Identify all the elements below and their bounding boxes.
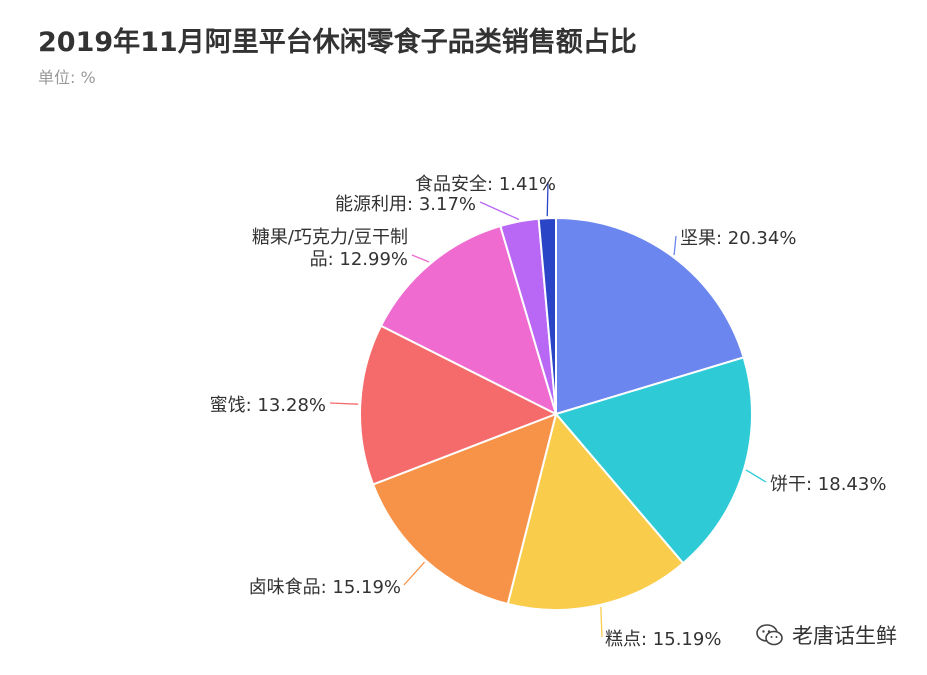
pie-leader-lines [329, 181, 767, 638]
pie-slice-preserved-fruit [359, 324, 559, 486]
pie-slice-nuts [555, 216, 745, 416]
slice-label-braised-food: 卤味食品: 15.19% [249, 577, 401, 598]
leader-line-biscuits [745, 469, 767, 483]
slice-label-candy-line-2: 品: 12.99% [310, 249, 408, 270]
leader-line-energy [479, 201, 520, 221]
leader-line-food-safety [546, 181, 549, 217]
pie-labels: 坚果: 20.34% 饼干: 18.43% 糕点: 15.19% 卤味食品: 1… [210, 174, 887, 650]
slice-label-food-safety: 食品安全: 1.41% [415, 174, 556, 195]
watermark: 老唐话生鲜 [756, 620, 897, 650]
pie-slice-braised-food [371, 412, 558, 606]
unit-label: 单位: % [38, 68, 96, 87]
watermark-text: 老唐话生鲜 [792, 624, 897, 648]
slice-label-energy: 能源利用: 3.17% [335, 194, 476, 215]
slice-label-candy-line-1: 糖果/巧克力/豆干制 [252, 227, 408, 248]
slice-label-pastry: 糕点: 15.19% [605, 629, 721, 650]
pie-slice-candy [379, 224, 558, 416]
slice-label-nuts: 坚果: 20.34% [680, 228, 796, 249]
leader-line-candy [411, 254, 430, 263]
leader-line-pastry [600, 606, 603, 638]
pie-slice-pastry [506, 411, 685, 611]
pie-slice-food-safety [537, 216, 557, 415]
leader-line-nuts [673, 235, 677, 256]
pie-slice-biscuits [554, 356, 753, 565]
slice-label-biscuits: 饼干: 18.43% [770, 474, 886, 495]
leader-line-preserved-fruit [329, 402, 359, 405]
leader-line-braised-food [403, 561, 426, 586]
wechat-icon [756, 624, 783, 646]
slice-label-preserved-fruit: 蜜饯: 13.28% [210, 395, 326, 416]
pie-slices [359, 216, 753, 611]
chart-title: 2019年11月阿里平台休闲零食子品类销售额占比 [38, 27, 637, 58]
